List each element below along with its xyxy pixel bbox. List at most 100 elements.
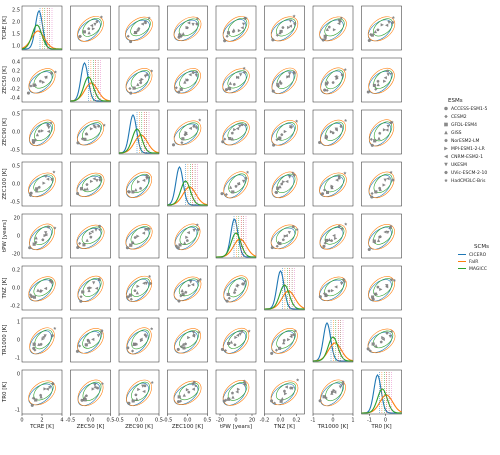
y-tick-label: -0.2: [10, 304, 20, 310]
panel-TR1000-vs-TR1000: [312, 317, 354, 363]
panel-TR1000-vs-TNZ: [264, 317, 305, 363]
esm-point-gfdl-esm4: [82, 30, 86, 34]
esm-point-mpi-esm1-2-lr: [330, 289, 335, 293]
esm-point-giss: [278, 31, 282, 35]
esm-point-cnrm-esm2-1: [142, 178, 146, 182]
esm-point-hadcm3lc-bris: [102, 123, 106, 127]
panel-tPW-vs-ZEC90: [118, 213, 160, 259]
esm-point-giss: [87, 288, 91, 293]
esm-point-noresm2-lm: [282, 338, 286, 342]
esm-point-giss: [85, 238, 89, 242]
esm-point-giss: [327, 238, 331, 242]
contour-magicc: [373, 226, 393, 245]
esm-point-cnrm-esm2-1: [91, 337, 95, 341]
esm-point-uvic-escm-2-10: [385, 331, 389, 335]
esm-point-ukesm: [94, 228, 98, 232]
esm-point-hadcm3lc-bris: [343, 171, 347, 175]
panel-frame: [70, 5, 111, 51]
esm-point-cnrm-esm2-1: [285, 179, 289, 184]
y-tick-label: 2.5: [12, 8, 20, 14]
esm-point-giss: [376, 82, 380, 87]
esm-point-hadcm3lc-bris: [344, 222, 348, 226]
panel-tPW-vs-TR1000: [312, 213, 354, 259]
esm-point-uvic-escm-2-10: [292, 173, 296, 177]
esm-point-hadcm3lc-bris: [99, 15, 104, 19]
y-tick-label: 0.0: [12, 286, 20, 292]
esm-point-noresm2-lm: [37, 129, 41, 133]
esm-point-cesm2: [79, 295, 83, 299]
esm-point-ukesm: [47, 126, 51, 130]
contour-magicc: [275, 382, 297, 401]
contour-cicero: [77, 19, 101, 42]
esm-point-giss: [374, 344, 378, 348]
esm-point-access-esm1-5: [129, 40, 133, 44]
x-tick-label: 0.0: [184, 418, 192, 424]
contour-magicc: [373, 173, 393, 194]
esm-point-ukesm: [335, 76, 339, 80]
y-tick-label: -0.5: [10, 200, 20, 206]
esm-point-gfdl-esm4: [226, 31, 230, 35]
x-tick-label: 0.0: [87, 418, 95, 424]
contour-cicero: [126, 330, 149, 355]
esm-point-mpi-esm1-2-lr: [89, 127, 94, 131]
contour-cicero: [271, 174, 295, 198]
esm-point-noresm2-lm: [39, 393, 43, 397]
esm-point-noresm2-lm: [184, 342, 187, 346]
esm-point-hadcm3lc-bris: [245, 170, 250, 174]
contour-fair: [222, 380, 250, 406]
scm-legend-label: FaIR: [469, 259, 478, 265]
panel-ZEC90-vs-ZEC100: [167, 109, 208, 155]
esm-point-hadcm3lc-bris: [49, 121, 53, 125]
esm-point-noresm2-lm: [231, 391, 234, 395]
esm-point-mpi-esm1-2-lr: [378, 235, 382, 239]
contour-fair: [222, 327, 250, 354]
esm-point-giss: [134, 188, 138, 192]
contour-fair: [271, 67, 298, 95]
contour-fair: [319, 224, 347, 250]
esm-point-mpi-esm1-2-lr: [283, 129, 287, 134]
esm-point-cesm2: [224, 193, 228, 197]
esm-point-uvic-escm-2-10: [192, 124, 196, 128]
esm-point-hadcm3lc-bris: [48, 279, 52, 283]
panel-TCRE-vs-ZEC50: [70, 5, 111, 51]
panel-TR1000-vs-ZEC90: [118, 317, 160, 363]
esm-point-gfdl-esm4: [325, 238, 329, 242]
contour-fair: [77, 275, 104, 302]
esm-point-cesm2: [128, 87, 132, 91]
esm-point-noresm2-lm: [376, 285, 380, 289]
esm-point-cnrm-esm2-1: [288, 24, 292, 28]
esm-point-mpi-esm1-2-lr: [287, 25, 291, 30]
esm-point-access-esm1-5: [271, 89, 275, 93]
esm-point-cnrm-esm2-1: [236, 75, 240, 80]
esm-legend-marker: [444, 162, 448, 167]
esm-point-uvic-escm-2-10: [100, 329, 104, 333]
contour-cicero: [271, 331, 295, 354]
esm-point-cesm2: [78, 34, 82, 38]
esm-point-access-esm1-5: [367, 247, 371, 251]
panel-frame: [361, 109, 402, 155]
panel-frame: [361, 369, 402, 415]
esm-point-access-esm1-5: [220, 192, 224, 196]
esm-point-ukesm: [194, 126, 198, 130]
esm-point-hadcm3lc-bris: [341, 380, 345, 384]
esm-point-noresm2-lm: [281, 25, 285, 29]
panel-frame: [21, 213, 63, 259]
contour-magicc: [373, 69, 393, 89]
esm-point-uvic-escm-2-10: [47, 225, 51, 229]
esm-point-cnrm-esm2-1: [191, 283, 195, 287]
esm-point-ukesm: [288, 72, 292, 76]
esm-point-noresm2-lm: [283, 389, 286, 393]
y-tick-label: -0.5: [10, 148, 20, 154]
esm-point-ukesm: [43, 334, 47, 338]
esm-point-hadcm3lc-bris: [51, 382, 55, 386]
esm-point-cnrm-esm2-1: [41, 335, 45, 339]
esm-point-cesm2: [223, 349, 228, 353]
contour-fair: [126, 379, 152, 407]
esm-legend-title: ESMs: [448, 98, 463, 104]
contour-fair: [270, 16, 299, 42]
esm-point-mpi-esm1-2-lr: [330, 184, 334, 188]
contour-magicc: [324, 174, 345, 193]
esm-point-noresm2-lm: [331, 131, 335, 135]
esm-point-hadcm3lc-bris: [198, 118, 202, 122]
x-axis-label-tpw: tPW [years]: [220, 424, 252, 430]
